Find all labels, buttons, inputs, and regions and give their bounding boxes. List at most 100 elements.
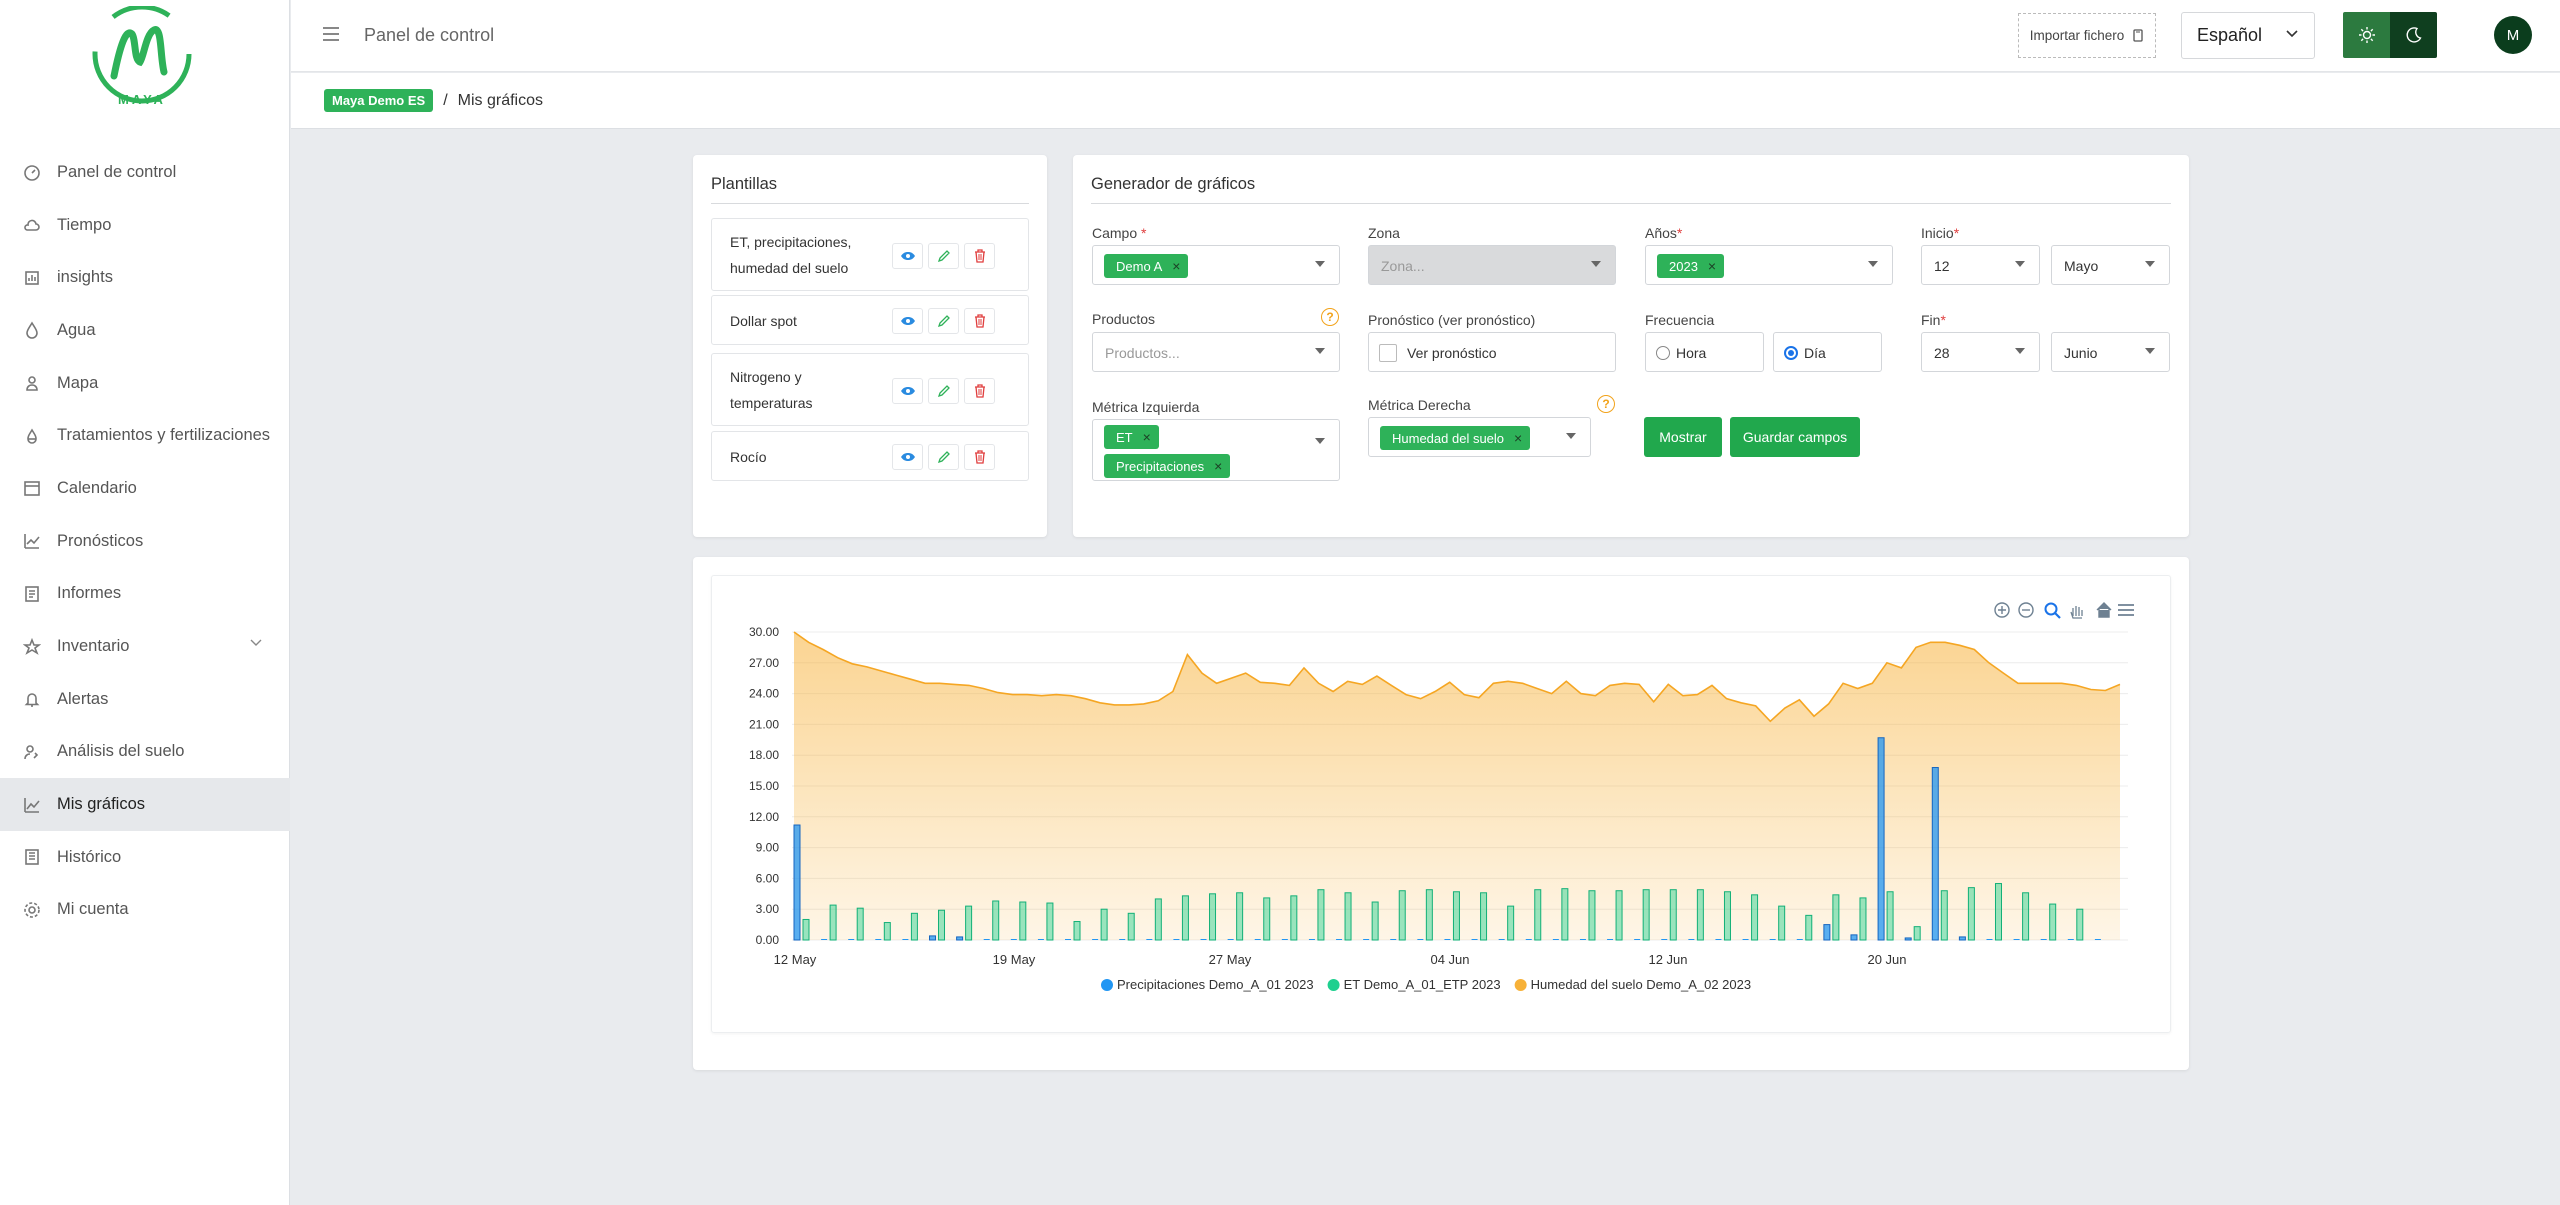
- et-bar[interactable]: [1181, 895, 1189, 941]
- zoom-select-icon[interactable]: [2044, 602, 2061, 619]
- precip-bar[interactable]: [1444, 939, 1451, 940]
- fin-day-select[interactable]: 28: [1921, 332, 2040, 372]
- zoom-out-icon[interactable]: [2018, 602, 2034, 618]
- et-bar[interactable]: [1696, 889, 1704, 941]
- precip-bar[interactable]: [1823, 924, 1831, 941]
- precip-bar[interactable]: [848, 939, 855, 940]
- et-bar[interactable]: [1994, 883, 2002, 941]
- sidebar-item-calendario[interactable]: Calendario: [0, 462, 290, 515]
- et-bar[interactable]: [1778, 905, 1786, 941]
- template-item[interactable]: Rocío: [711, 431, 1029, 481]
- et-bar[interactable]: [1832, 894, 1840, 941]
- inicio-day-select[interactable]: 12: [1921, 245, 2040, 285]
- productos-help-icon[interactable]: ?: [1321, 308, 1339, 326]
- et-bar[interactable]: [1452, 891, 1460, 941]
- et-bar[interactable]: [2022, 892, 2030, 941]
- precip-bar[interactable]: [1904, 937, 1912, 941]
- precip-bar[interactable]: [1146, 939, 1153, 940]
- et-bar[interactable]: [1046, 902, 1054, 941]
- precip-bar[interactable]: [902, 939, 909, 940]
- metrica-derecha-select[interactable]: Humedad del suelo ×: [1368, 417, 1591, 457]
- precip-bar[interactable]: [1092, 939, 1099, 940]
- et-bar[interactable]: [1615, 890, 1623, 941]
- precip-bar[interactable]: [1200, 939, 1207, 940]
- precip-bar[interactable]: [1958, 936, 1966, 941]
- ver-pronostico-checkbox[interactable]: [1379, 344, 1397, 362]
- precip-bar[interactable]: [1525, 939, 1532, 940]
- et-bar[interactable]: [1913, 926, 1921, 941]
- dark-mode-button[interactable]: [2390, 12, 2437, 58]
- precip-bar[interactable]: [956, 936, 964, 941]
- sidebar-item-mapa[interactable]: Mapa: [0, 357, 290, 410]
- show-button[interactable]: Mostrar: [1644, 417, 1722, 457]
- dia-radio[interactable]: [1784, 346, 1798, 360]
- sidebar-item-pronósticos[interactable]: Pronósticos: [0, 515, 290, 568]
- view-template-button[interactable]: [892, 377, 923, 404]
- sidebar-item-inventario[interactable]: Inventario: [0, 620, 290, 673]
- et-bar[interactable]: [1886, 891, 1894, 941]
- precip-bar[interactable]: [1363, 939, 1370, 940]
- et-bar[interactable]: [1967, 887, 1975, 941]
- precip-bar[interactable]: [1065, 939, 1072, 940]
- inicio-month-select[interactable]: Mayo: [2051, 245, 2170, 285]
- legend-label[interactable]: ET Demo_A_01_ETP 2023: [1344, 977, 1501, 992]
- precip-bar[interactable]: [1986, 939, 1993, 940]
- delete-template-button[interactable]: [964, 242, 995, 269]
- et-bar[interactable]: [965, 905, 973, 941]
- legend-marker[interactable]: [1327, 979, 1340, 991]
- metrica-derecha-help-icon[interactable]: ?: [1597, 395, 1615, 413]
- language-select[interactable]: Español: [2181, 12, 2315, 59]
- sidebar-item-alertas[interactable]: Alertas: [0, 673, 290, 726]
- et-bar[interactable]: [1669, 889, 1677, 941]
- precip-bar[interactable]: [1607, 939, 1614, 940]
- save-fields-button[interactable]: Guardar campos: [1730, 417, 1860, 457]
- et-bar[interactable]: [1019, 901, 1027, 941]
- et-bar[interactable]: [1344, 892, 1352, 941]
- et-bar[interactable]: [1236, 892, 1244, 941]
- remove-chip-icon[interactable]: ×: [1514, 430, 1523, 446]
- sidebar-item-mis-gráficos[interactable]: Mis gráficos: [0, 778, 290, 831]
- home-icon[interactable]: [2096, 602, 2112, 618]
- import-file-button[interactable]: Importar fichero: [2018, 13, 2156, 58]
- light-mode-button[interactable]: [2343, 12, 2390, 58]
- maya-logo[interactable]: MAYA: [80, 4, 204, 110]
- et-bar[interactable]: [829, 904, 837, 941]
- precip-bar[interactable]: [2067, 939, 2074, 940]
- et-bar[interactable]: [1588, 890, 1596, 941]
- precip-bar[interactable]: [2094, 939, 2101, 940]
- hora-radio[interactable]: [1656, 346, 1670, 360]
- view-template-button[interactable]: [892, 444, 923, 470]
- et-bar[interactable]: [1073, 921, 1081, 941]
- precip-bar[interactable]: [1877, 737, 1885, 941]
- et-bar[interactable]: [1425, 889, 1433, 941]
- et-bar[interactable]: [1940, 890, 1948, 941]
- precip-bar[interactable]: [1688, 939, 1695, 940]
- precip-bar[interactable]: [1850, 934, 1858, 941]
- sidebar-item-insights[interactable]: insights: [0, 251, 290, 304]
- productos-select[interactable]: Productos...: [1092, 332, 1340, 372]
- et-bar[interactable]: [1751, 894, 1759, 941]
- precip-bar[interactable]: [1742, 939, 1749, 940]
- et-bar[interactable]: [910, 912, 918, 941]
- precip-bar[interactable]: [2013, 939, 2020, 940]
- precip-bar[interactable]: [1498, 939, 1505, 940]
- frecuencia-hora-option[interactable]: Hora: [1645, 332, 1764, 372]
- precip-bar[interactable]: [1010, 939, 1017, 940]
- precip-bar[interactable]: [1281, 939, 1288, 940]
- precip-bar[interactable]: [1471, 939, 1478, 940]
- et-bar[interactable]: [856, 907, 864, 941]
- precip-bar[interactable]: [1931, 767, 1939, 941]
- fin-month-select[interactable]: Junio: [2051, 332, 2170, 372]
- et-bar[interactable]: [938, 909, 946, 941]
- precip-bar[interactable]: [1390, 939, 1397, 940]
- edit-template-button[interactable]: [928, 377, 959, 404]
- legend-marker[interactable]: [1101, 979, 1113, 991]
- et-bar[interactable]: [1398, 890, 1406, 941]
- et-bar[interactable]: [1534, 889, 1542, 941]
- precip-bar[interactable]: [1227, 939, 1234, 940]
- legend-label[interactable]: Humedad del suelo Demo_A_02 2023: [1531, 977, 1751, 992]
- et-bar[interactable]: [1561, 888, 1569, 941]
- et-bar[interactable]: [1805, 914, 1813, 941]
- user-avatar[interactable]: M: [2494, 16, 2532, 54]
- precip-bar[interactable]: [929, 935, 937, 941]
